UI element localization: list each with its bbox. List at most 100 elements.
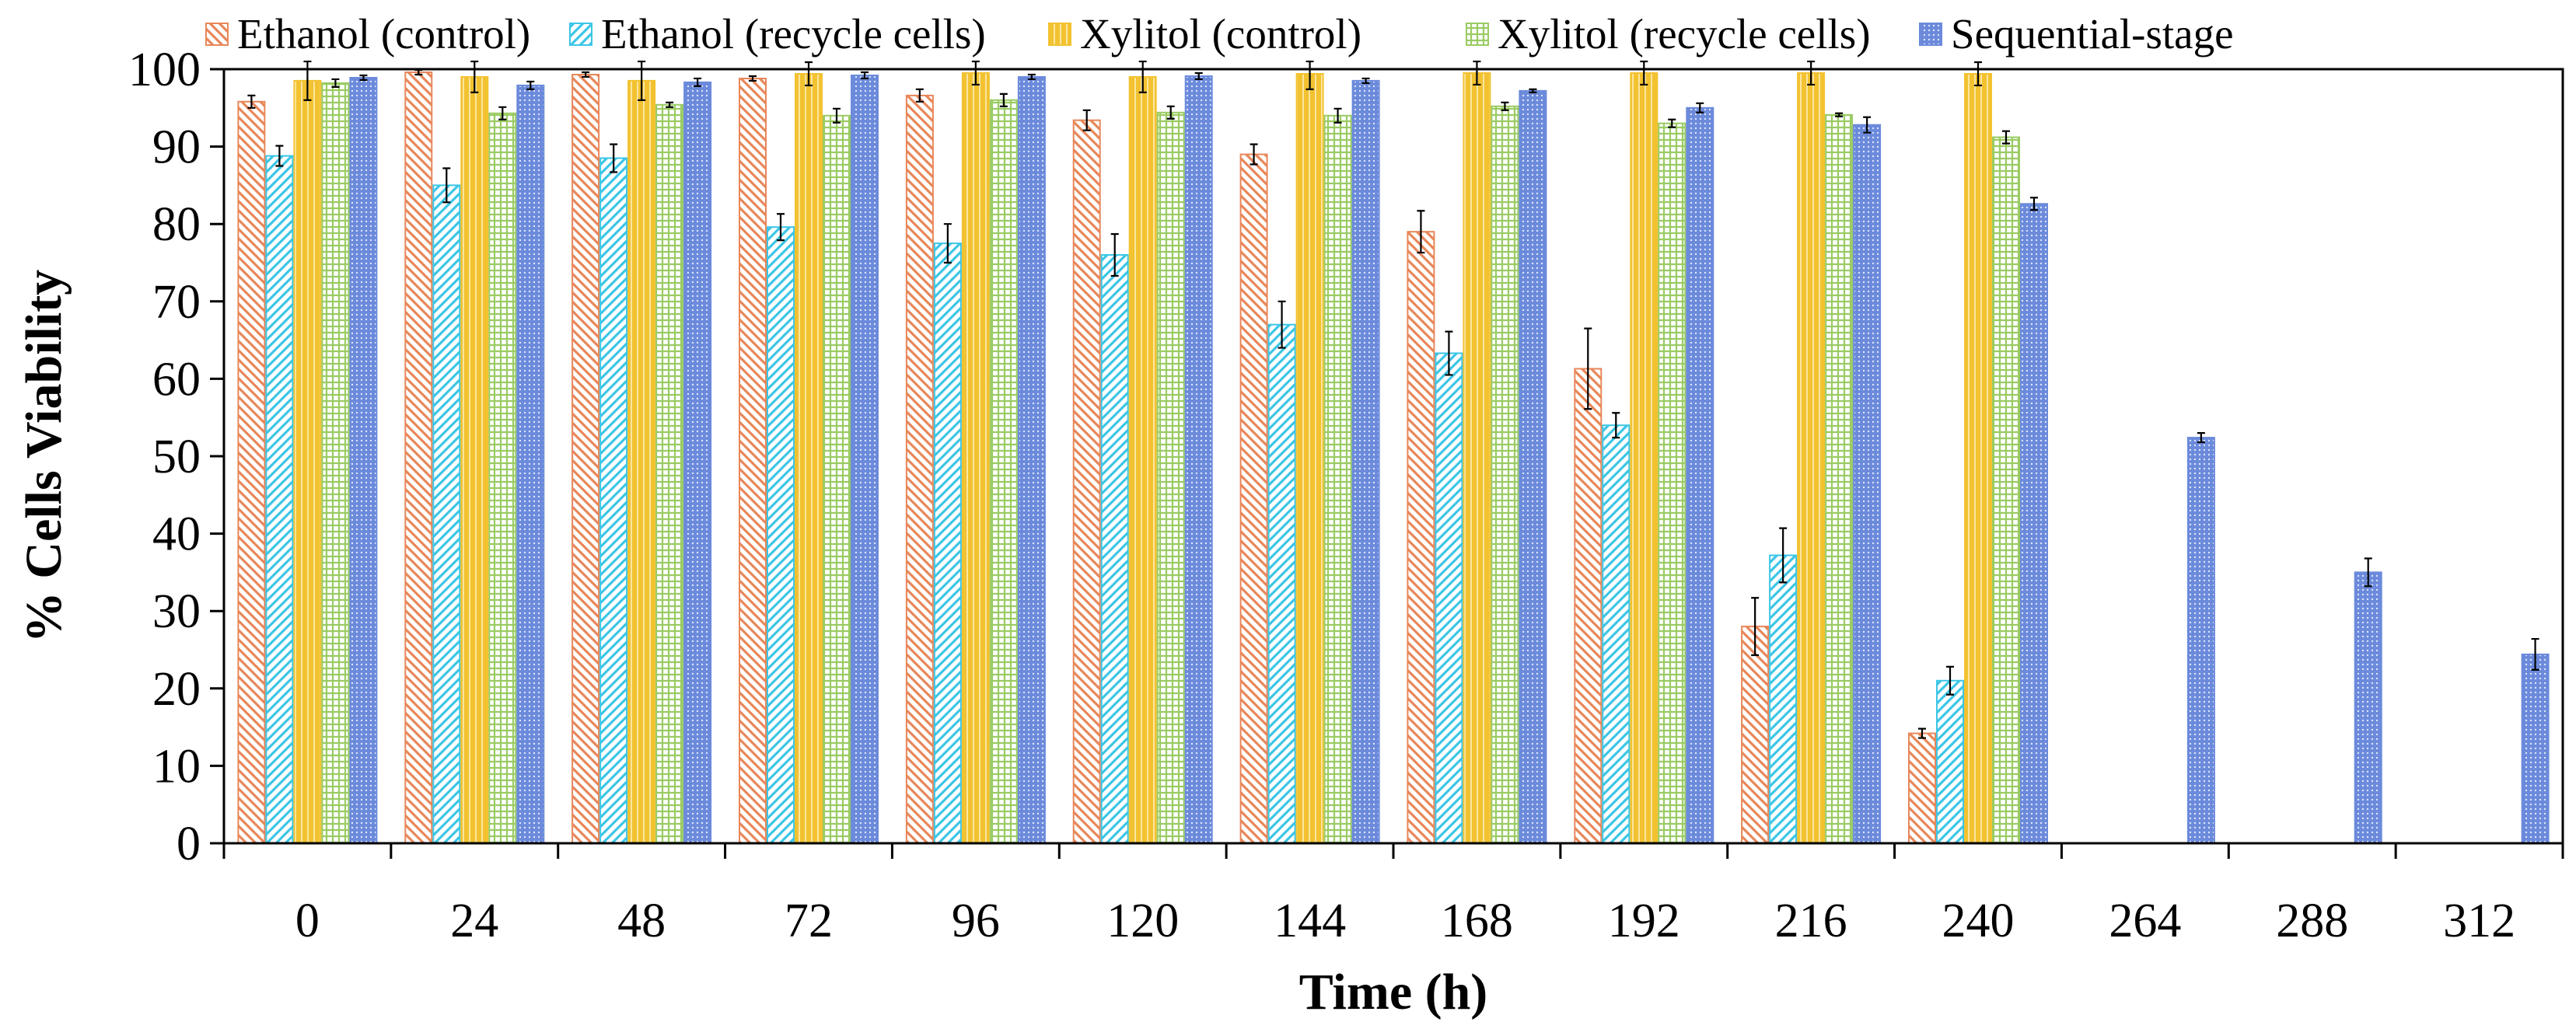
x-tick-label-4: 96 [952,895,1000,947]
x-tick-label-7: 168 [1441,895,1513,947]
error-bar-2-4 [971,60,980,86]
bar-4-8 [1686,106,1714,845]
bar-4-2 [683,81,712,844]
bar-2-1 [460,76,489,844]
x-tick-label-9: 216 [1775,895,1847,947]
error-bar-0-0 [247,94,256,109]
bar-1-3 [767,226,795,844]
error-bar-2-5 [1138,60,1147,93]
x-tick-label-3: 72 [785,895,833,947]
bar-4-3 [851,75,879,844]
x-tick-label-11: 264 [2109,895,2181,947]
error-bar-1-1 [442,167,451,204]
bar-1-1 [432,184,461,844]
legend: Ethanol (control) Ethanol (recycle cells)… [205,10,2234,58]
error-bar-3-7 [1501,101,1509,111]
error-bar-4-0 [359,74,368,82]
legend-swatch-1 [569,23,592,46]
bar-1-5 [1100,254,1129,844]
error-bar-4-1 [526,80,535,90]
bar-1-8 [1602,424,1631,844]
y-tick-label-9: 90 [152,121,201,174]
error-bar-3-10 [2002,130,2010,145]
bar-3-0 [321,82,350,844]
legend-label-1: Ethanol (recycle cells) [601,10,986,58]
bar-0-10 [1908,732,1936,844]
bar-1-0 [265,155,294,845]
error-bar-2-8 [1640,60,1648,86]
y-tick-label-7: 70 [152,276,201,329]
bar-1-9 [1769,554,1798,844]
bar-3-6 [1323,114,1352,845]
x-axis-title: Time (h) [1299,964,1488,1020]
y-tick-label-3: 30 [152,585,201,638]
bar-4-13 [2521,654,2550,844]
error-bar-3-4 [999,92,1008,107]
error-bar-2-6 [1305,60,1314,90]
x-tick-label-10: 240 [1942,895,2015,947]
bar-3-10 [1992,136,2020,845]
bar-2-6 [1295,73,1324,844]
error-bar-3-3 [833,107,841,124]
bar-3-8 [1658,122,1686,844]
error-bar-4-9 [1863,116,1872,134]
y-tick-label-2: 20 [152,663,201,716]
error-bar-4-6 [1361,77,1370,85]
error-bar-0-6 [1250,143,1258,166]
error-bar-1-10 [1946,665,1954,696]
bar-1-7 [1435,352,1463,844]
x-tick-label-6: 144 [1274,895,1346,947]
error-bar-1-6 [1278,300,1286,349]
x-tick-label-12: 288 [2276,895,2348,947]
y-axis-title: % Cells Viability [16,270,72,643]
bars-layer [237,60,2550,845]
bar-3-1 [488,112,517,845]
error-bar-0-5 [1082,109,1091,131]
error-bar-4-3 [861,71,869,80]
x-tick-label-13: 312 [2443,895,2515,947]
bar-2-5 [1128,76,1157,844]
error-bar-4-13 [2531,637,2539,671]
bar-4-12 [2354,571,2382,845]
bar-3-5 [1156,111,1185,845]
error-bar-0-7 [1417,210,1425,254]
bar-4-10 [2020,203,2048,844]
bar-2-3 [795,73,823,844]
error-bar-3-1 [498,106,507,120]
legend-label-3: Xylitol (recycle cells) [1498,10,1871,58]
y-tick-label-0: 0 [177,818,201,870]
error-bar-1-2 [610,143,618,173]
error-bar-3-0 [331,78,340,89]
bar-0-6 [1239,153,1268,845]
x-tick-label-0: 0 [295,895,320,947]
error-bar-2-10 [1974,61,1982,87]
error-bar-2-3 [805,61,813,87]
error-bar-4-8 [1696,102,1704,113]
error-bar-2-2 [638,60,646,101]
x-tick-label-8: 192 [1608,895,1680,947]
y-tick-label-4: 40 [152,508,201,561]
legend-swatch-0 [205,23,229,46]
legend-swatch-3 [1466,23,1489,46]
x-tick-label-1: 24 [450,895,498,947]
bar-0-2 [571,74,600,844]
bar-0-5 [1072,119,1101,844]
bar-4-11 [2186,437,2215,844]
error-bar-1-9 [1779,527,1788,584]
bar-2-7 [1463,72,1491,844]
bar-0-7 [1407,231,1435,844]
error-bar-0-2 [582,71,590,78]
error-bar-2-9 [1807,60,1816,86]
error-bar-0-3 [749,75,757,82]
bar-0-1 [404,72,433,844]
legend-swatch-4 [1919,23,1942,46]
legend-label-0: Ethanol (control) [237,10,530,58]
y-tick-label-6: 60 [152,353,201,406]
bar-4-4 [1017,76,1046,844]
error-bar-4-11 [2197,432,2205,444]
bar-2-0 [293,79,322,844]
bar-3-4 [989,99,1018,845]
bar-2-10 [1964,73,1992,844]
error-bar-4-4 [1027,73,1036,81]
